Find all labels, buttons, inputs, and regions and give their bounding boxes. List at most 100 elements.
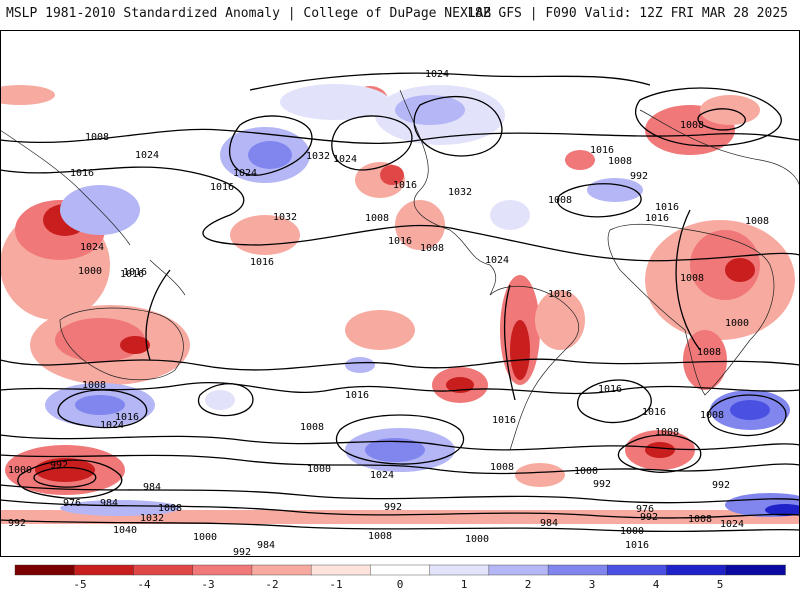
colorbar: -5 -4 -3 -2 -1 0 1 2 3 4 5: [0, 560, 800, 600]
contour-label: 984: [143, 482, 161, 493]
model-run-info: 18Z GFS | F090 Valid: 12Z FRI MAR 28 202…: [467, 6, 788, 21]
colorbar-swatch: [133, 564, 194, 576]
contour-label: 1008: [300, 422, 324, 433]
colorbar-swatch: [192, 564, 253, 576]
contour-label: 1008: [688, 514, 712, 525]
contour-label: 1024: [485, 255, 509, 266]
contour-label: 1032: [306, 151, 330, 162]
contour-label: 992: [630, 171, 648, 182]
contour-label: 1008: [700, 410, 724, 421]
contour-label: 1016: [393, 180, 417, 191]
colorbar-swatch: [310, 564, 372, 576]
contour-label: 1024: [370, 470, 394, 481]
contour-label: 1008: [158, 503, 182, 514]
contour-label: 1008: [608, 156, 632, 167]
colorbar-tick-label: 5: [716, 578, 724, 591]
chart-title: MSLP 1981-2010 Standardized Anomaly | Co…: [6, 6, 492, 21]
colorbar-tick-label: -4: [137, 578, 151, 591]
contour-label: 1016: [250, 257, 274, 268]
contour-label: 1016: [123, 267, 147, 278]
colorbar-tick-label: 1: [460, 578, 468, 591]
anomaly-map: 1024 1008 1024 1016 1016 1032 1024 1016 …: [0, 30, 800, 557]
contour-label: 1024: [233, 168, 257, 179]
colorbar-tick-label: -1: [329, 578, 343, 591]
negative-anomaly-shading: [0, 85, 800, 524]
contour-label: 1008: [82, 380, 106, 391]
colorbar-swatch: [666, 564, 727, 576]
contour-label: 1016: [120, 269, 144, 280]
contour-label: 1024: [135, 150, 159, 161]
contour-label: 1016: [492, 415, 516, 426]
contour-label: 992: [233, 547, 251, 557]
contour-label: 1000: [574, 466, 598, 477]
contour-label: 992: [593, 479, 611, 490]
contour-label: 1016: [345, 390, 369, 401]
contour-label: 992: [640, 512, 658, 523]
colorbar-swatch: [251, 564, 312, 576]
contour-label: 1032: [448, 187, 472, 198]
colorbar-swatch: [370, 564, 431, 576]
isobar-contours: [0, 72, 800, 533]
contour-label: 1008: [490, 462, 514, 473]
contour-label: 1000: [465, 534, 489, 545]
contour-label: 1008: [548, 195, 572, 206]
contour-label: 1016: [590, 145, 614, 156]
colorbar-swatch: [429, 564, 490, 576]
contour-label: 1000: [620, 526, 644, 537]
contour-labels: 1024 1008 1024 1016 1016 1032 1024 1016 …: [8, 69, 769, 557]
colorbar-swatch: [488, 564, 549, 576]
colorbar-tick-label: -3: [201, 578, 215, 591]
contour-label: 976: [636, 504, 654, 515]
coastlines: [0, 89, 800, 451]
contour-label: 1008: [85, 132, 109, 143]
contour-label: 1016: [70, 168, 94, 179]
contour-label: 1016: [655, 202, 679, 213]
colorbar-tick-label: -5: [73, 578, 87, 591]
contour-label: 1000: [193, 532, 217, 543]
colorbar-svg: [14, 564, 786, 576]
contour-label: 1008: [655, 427, 679, 438]
header: MSLP 1981-2010 Standardized Anomaly | Co…: [0, 0, 800, 30]
contour-label: 1000: [725, 318, 749, 329]
colorbar-tick-label: 4: [652, 578, 660, 591]
contour-label: 1024: [333, 154, 357, 165]
colorbar-tick-label: 3: [588, 578, 596, 591]
contour-label: 1008: [420, 243, 444, 254]
contour-label: 976: [63, 498, 81, 509]
colorbar-swatches: [14, 564, 786, 576]
contour-label: 992: [384, 502, 402, 513]
contour-label: 1008: [368, 531, 392, 542]
contour-label: 1016: [548, 289, 572, 300]
contour-label: 984: [257, 540, 275, 551]
contour-label: 1008: [680, 273, 704, 284]
colorbar-tick-label: 0: [396, 578, 404, 591]
contour-label: 1032: [140, 513, 164, 524]
contour-label: 984: [100, 498, 118, 509]
contour-label: 1008: [745, 216, 769, 227]
contour-label: 1008: [365, 213, 389, 224]
colorbar-swatch: [547, 564, 609, 576]
contour-label: 992: [8, 518, 26, 529]
contour-label: 1016: [642, 407, 666, 418]
contour-label: 1000: [8, 465, 32, 476]
contour-label: 1016: [598, 384, 622, 395]
colorbar-swatch: [725, 564, 786, 576]
colorbar-swatch: [14, 564, 75, 576]
colorbar-tick-label: 2: [524, 578, 532, 591]
contour-label: 1000: [78, 266, 102, 277]
contour-label: 1000: [307, 464, 331, 475]
map-svg: 1024 1008 1024 1016 1016 1032 1024 1016 …: [0, 30, 800, 557]
contour-label: 1008: [697, 347, 721, 358]
colorbar-swatch: [607, 564, 668, 576]
contour-label: 992: [50, 460, 68, 471]
colorbar-swatch: [74, 564, 135, 576]
contour-label: 992: [712, 480, 730, 491]
contour-label: 1024: [720, 519, 744, 530]
contour-label: 1016: [625, 540, 649, 551]
colorbar-tick-label: -2: [265, 578, 279, 591]
contour-label: 1040: [113, 525, 137, 536]
contour-label: 1032: [273, 212, 297, 223]
contour-label: 984: [540, 518, 558, 529]
contour-label: 1024: [100, 420, 124, 431]
contour-label: 1016: [645, 213, 669, 224]
